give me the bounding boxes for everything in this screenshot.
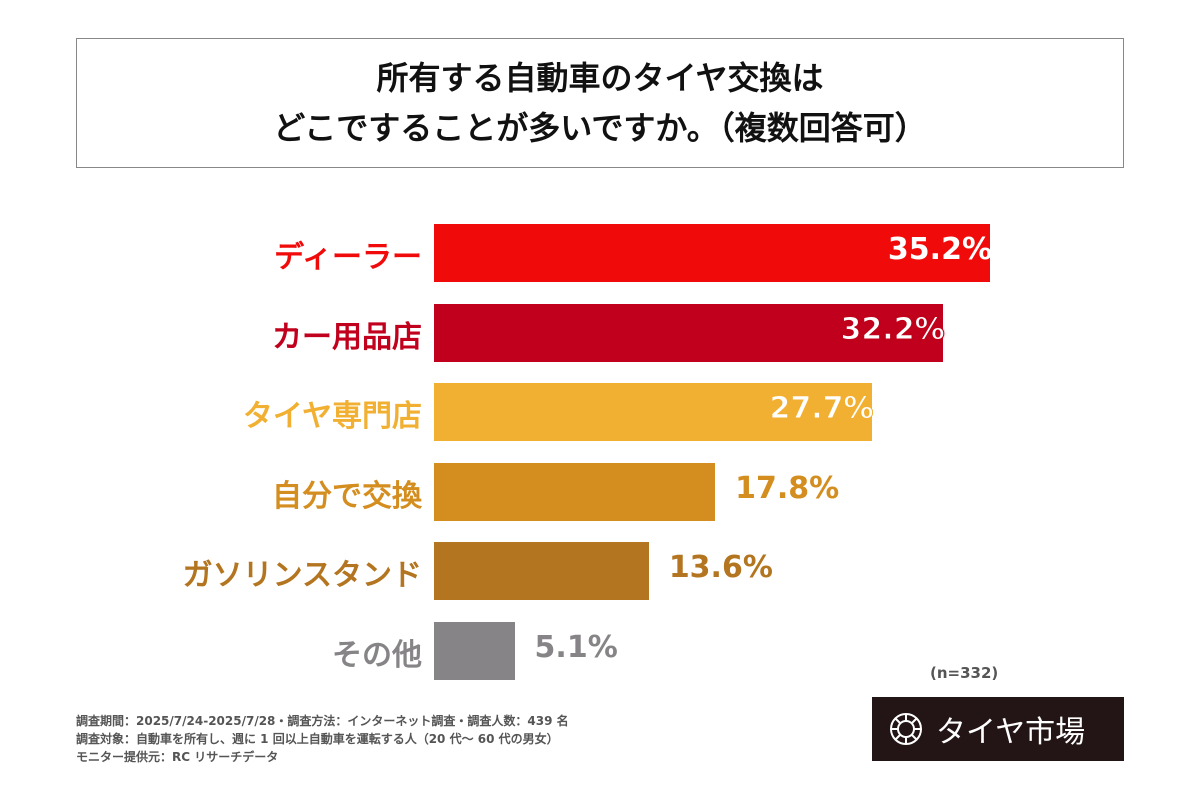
- bar: [434, 224, 990, 282]
- bar: [434, 542, 649, 601]
- bar: [434, 303, 943, 362]
- category-label: ガソリンスタンド: [182, 558, 422, 594]
- value-label: 17.8%: [735, 470, 840, 506]
- tire-icon: [890, 713, 922, 745]
- footnote-line: 調査期間：2025/7/24-2025/7/28・調査方法：インターネット調査・…: [76, 714, 569, 728]
- category-label: カー用品店: [272, 319, 422, 355]
- sample-size: (n=332): [930, 664, 999, 682]
- brand-logo: タイヤ市場: [872, 697, 1124, 761]
- value-label: 32.2%: [840, 311, 945, 347]
- logo-text: タイヤ市場: [936, 715, 1086, 750]
- title-line-2: どこですることが多いですか。（複数回答可）: [273, 109, 927, 147]
- bar: [434, 462, 716, 521]
- value-label: 13.6%: [668, 550, 773, 586]
- category-label: タイヤ専門店: [242, 399, 422, 435]
- title-line-1: 所有する自動車のタイヤ交換は: [376, 59, 824, 97]
- value-label: 5.1%: [534, 630, 618, 665]
- bar: [434, 383, 872, 442]
- footnote-line: モニター提供元：RC リサーチデータ: [76, 750, 279, 764]
- value-label: 35.2%: [887, 232, 992, 267]
- category-label: 自分で交換: [272, 478, 422, 514]
- chart-title: 所有する自動車のタイヤ交換は どこですることが多いですか。（複数回答可）: [76, 38, 1124, 168]
- category-label: ディーラー: [274, 240, 422, 275]
- footnote-line: 調査対象：自動車を所有し、週に 1 回以上自動車を運転する人（20 代～ 60 …: [76, 732, 559, 746]
- value-label: 27.7%: [769, 391, 874, 427]
- survey-footnote: 調査期間：2025/7/24-2025/7/28・調査方法：インターネット調査・…: [76, 712, 569, 766]
- bar-chart: ディーラー 35.2% カー用品店 32.2% タイヤ専門店 27.7% 自分で交換 17.8…: [182, 224, 992, 680]
- bar: [434, 622, 515, 680]
- category-label: その他: [332, 638, 422, 673]
